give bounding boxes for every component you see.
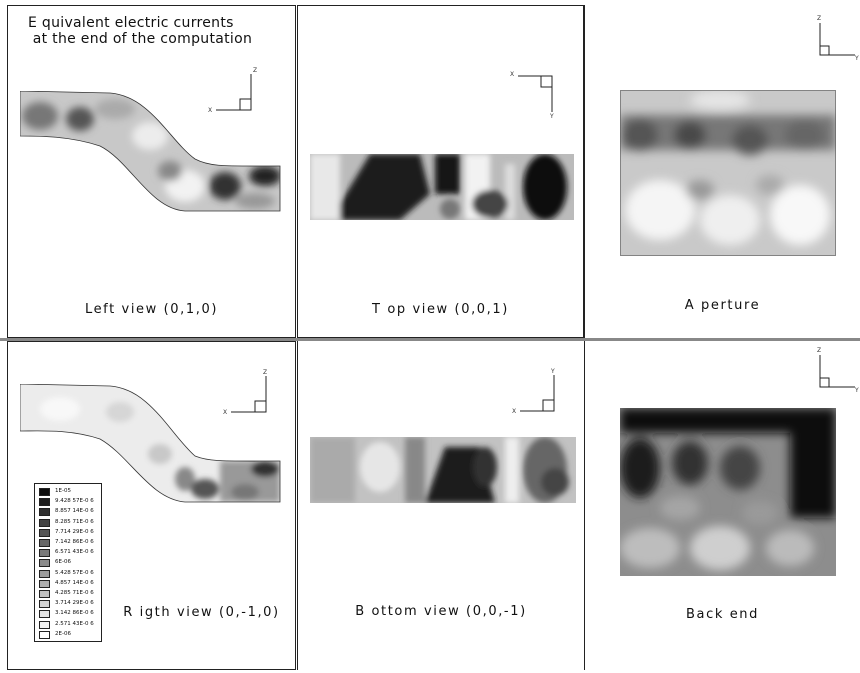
legend-swatch xyxy=(39,488,50,496)
legend-swatch xyxy=(39,579,50,588)
axis-label-x: X xyxy=(512,408,517,415)
axis-triad-back-end xyxy=(810,347,860,397)
legend-label: 6E-06 xyxy=(55,559,71,566)
axis-label-x: X xyxy=(208,107,213,114)
legend-label: 8.285 71E-0 6 xyxy=(55,518,94,525)
legend-swatch xyxy=(39,539,50,547)
current-map-back-end xyxy=(620,408,836,576)
current-map-left-view xyxy=(20,91,282,221)
color-legend: 1E-05 9.428 57E-0 6 8.857 14E-0 6 8.285 71E… xyxy=(34,483,102,642)
caption-bottom-view: B ottom view (0,0,-1) xyxy=(355,604,527,619)
axis-label-y: Y xyxy=(551,368,555,375)
axis-label-x: X xyxy=(223,409,228,416)
caption-back-end: Back end xyxy=(686,607,759,622)
panel-top-view: X Y T op view (0,0,1) xyxy=(297,5,584,338)
legend-label: 7.714 29E-0 6 xyxy=(55,528,94,535)
legend-label: 4.285 71E-0 6 xyxy=(55,590,94,596)
panel-right-view: X Z 1E-05 9.428 57E-0 6 8.857 14E-0 6 8.285… xyxy=(7,341,296,670)
axis-triad-aperture xyxy=(810,15,860,65)
current-map-right-view xyxy=(20,384,282,514)
caption-aperture: A perture xyxy=(684,298,761,313)
legend-label: 9.428 57E-0 6 xyxy=(55,498,94,505)
legend-swatch xyxy=(39,620,50,629)
legend-swatch xyxy=(39,508,50,517)
axis-label-x: X xyxy=(510,71,515,78)
caption-right-view: R igth view (0,-1,0) xyxy=(123,605,280,620)
axis-label-y: Y xyxy=(855,387,859,394)
legend-swatch xyxy=(39,569,50,578)
legend-swatch xyxy=(39,549,50,558)
axis-label-y: Y xyxy=(855,55,859,62)
panel-left-view: E quivalent electric currents at the end… xyxy=(7,5,296,338)
legend-swatch xyxy=(39,600,50,609)
panel-aperture: Z Y A perture xyxy=(584,5,860,338)
axis-label-z: Z xyxy=(253,67,258,74)
legend-swatch xyxy=(39,590,50,598)
legend-label: 5.428 57E-0 6 xyxy=(55,569,94,576)
axis-triad-top-view xyxy=(508,70,558,120)
legend-swatch xyxy=(39,630,50,639)
panel-back-end: Z Y Back end xyxy=(584,341,860,670)
caption-top-view: T op view (0,0,1) xyxy=(372,302,509,317)
legend-swatch xyxy=(39,610,50,619)
legend-label: 6.571 43E-0 6 xyxy=(55,549,94,556)
axis-triad-left-view xyxy=(206,66,256,116)
legend-swatch xyxy=(39,528,50,537)
legend-swatch xyxy=(39,498,50,507)
axis-label-z: Z xyxy=(817,347,822,354)
legend-label: 8.857 14E-0 6 xyxy=(55,508,94,515)
legend-label: 4.857 14E-0 6 xyxy=(55,579,94,586)
caption-left-view: Left view (0,1,0) xyxy=(84,302,219,317)
axis-triad-right-view xyxy=(221,368,271,418)
legend-label: 2.571 43E-0 6 xyxy=(55,620,94,627)
legend-label: 1E-05 xyxy=(55,488,71,494)
row-separator xyxy=(0,338,860,341)
current-map-bottom-view xyxy=(310,437,576,505)
current-map-top-view xyxy=(310,154,574,222)
legend-label: 2E-06 xyxy=(55,630,71,637)
figure-title: E quivalent electric currents at the end… xyxy=(28,15,253,47)
axis-label-z: Z xyxy=(263,369,268,376)
legend-label: 7.142 86E-0 6 xyxy=(55,539,94,545)
legend-label: 3.142 86E-0 6 xyxy=(55,610,94,617)
panel-bottom-view: X Y B ottom view (0,0,-1) xyxy=(297,341,584,670)
axis-label-z: Z xyxy=(817,15,822,22)
current-map-aperture xyxy=(620,90,836,256)
axis-triad-bottom-view xyxy=(510,367,560,417)
legend-swatch xyxy=(39,518,50,527)
legend-swatch xyxy=(39,559,50,568)
legend-label: 3.714 29E-0 6 xyxy=(55,600,94,607)
axis-label-y: Y xyxy=(550,113,554,120)
